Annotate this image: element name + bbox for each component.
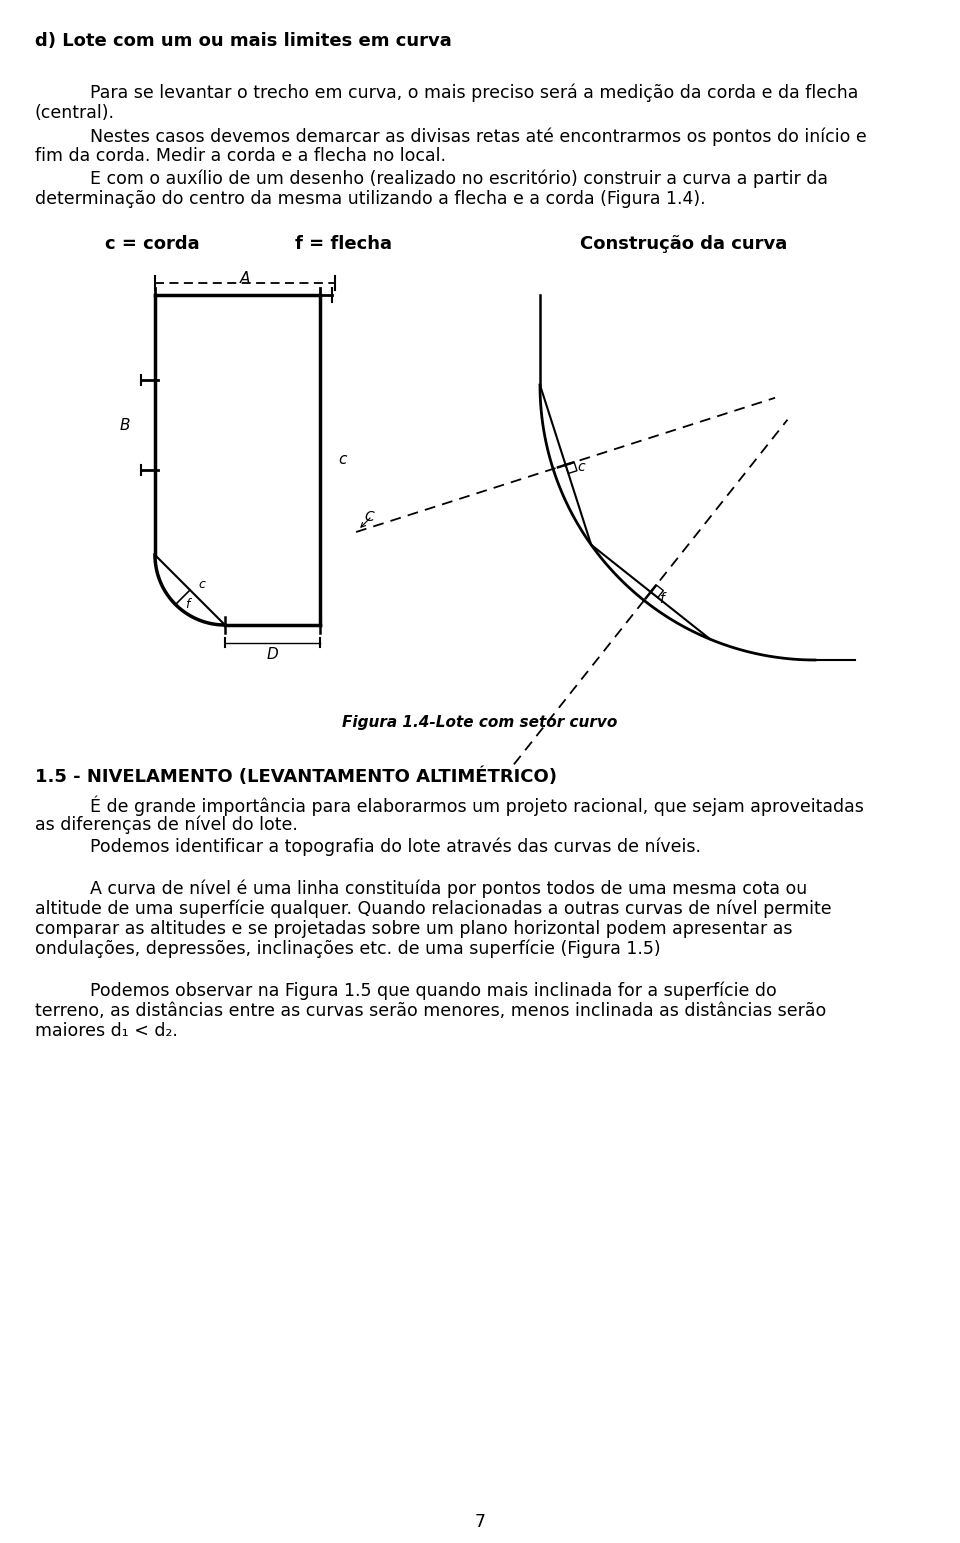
Text: Podemos identificar a topografia do lote através das curvas de níveis.: Podemos identificar a topografia do lote… (90, 838, 701, 856)
Text: c: c (338, 452, 347, 468)
Text: E com o auxílio de um desenho (realizado no escritório) construir a curva a part: E com o auxílio de um desenho (realizado… (90, 170, 828, 188)
Text: f: f (659, 593, 663, 606)
Text: c = corda: c = corda (105, 235, 200, 253)
Text: c: c (578, 460, 586, 474)
Text: Para se levantar o trecho em curva, o mais preciso será a medição da corda e da : Para se levantar o trecho em curva, o ma… (90, 83, 858, 102)
Text: terreno, as distâncias entre as curvas serão menores, menos inclinada as distânc: terreno, as distâncias entre as curvas s… (35, 1001, 827, 1020)
Text: A curva de nível é uma linha constituída por pontos todos de uma mesma cota ou: A curva de nível é uma linha constituída… (90, 880, 807, 898)
Text: ondulações, depressões, inclinações etc. de uma superfície (Figura 1.5): ondulações, depressões, inclinações etc.… (35, 940, 660, 958)
Text: f: f (185, 599, 189, 611)
Text: C: C (364, 511, 373, 525)
Text: c: c (198, 579, 204, 591)
Text: (central).: (central). (35, 103, 115, 122)
Text: É de grande importância para elaborarmos um projeto racional, que sejam aproveit: É de grande importância para elaborarmos… (90, 795, 864, 816)
Text: 1.5 - NIVELAMENTO (LEVANTAMENTO ALTIMÉTRICO): 1.5 - NIVELAMENTO (LEVANTAMENTO ALTIMÉTR… (35, 767, 557, 785)
Text: comparar as altitudes e se projetadas sobre um plano horizontal podem apresentar: comparar as altitudes e se projetadas so… (35, 920, 793, 938)
Text: f = flecha: f = flecha (295, 235, 392, 253)
Text: fim da corda. Medir a corda e a flecha no local.: fim da corda. Medir a corda e a flecha n… (35, 147, 446, 165)
Text: 7: 7 (474, 1514, 486, 1531)
Text: Nestes casos devemos demarcar as divisas retas até encontrarmos os pontos do iní: Nestes casos devemos demarcar as divisas… (90, 127, 867, 145)
Text: Podemos observar na Figura 1.5 que quando mais inclinada for a superfície do: Podemos observar na Figura 1.5 que quand… (90, 981, 777, 1000)
Text: D: D (267, 647, 278, 662)
Text: d) Lote com um ou mais limites em curva: d) Lote com um ou mais limites em curva (35, 32, 452, 49)
Text: maiores d₁ < d₂.: maiores d₁ < d₂. (35, 1021, 178, 1040)
Text: altitude de uma superfície qualquer. Quando relacionadas a outras curvas de níve: altitude de uma superfície qualquer. Qua… (35, 900, 831, 918)
Text: B: B (119, 418, 130, 432)
Text: Figura 1.4-Lote com setor curvo: Figura 1.4-Lote com setor curvo (343, 714, 617, 730)
Text: determinação do centro da mesma utilizando a flecha e a corda (Figura 1.4).: determinação do centro da mesma utilizan… (35, 190, 706, 208)
Text: Construção da curva: Construção da curva (580, 235, 787, 253)
Text: as diferenças de nível do lote.: as diferenças de nível do lote. (35, 815, 298, 833)
Text: A: A (240, 272, 251, 285)
